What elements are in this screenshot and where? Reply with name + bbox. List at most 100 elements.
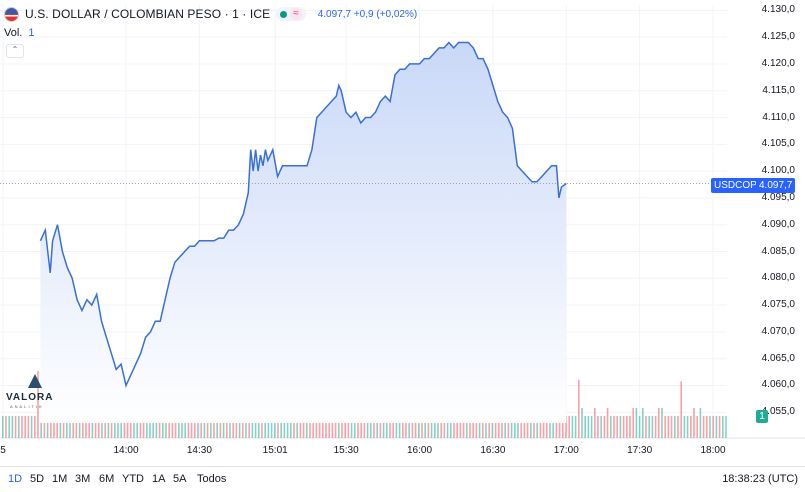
volume-bar: [677, 416, 679, 438]
volume-bar: [184, 416, 186, 438]
volume-bar: [459, 416, 462, 438]
volume-bar: [370, 416, 372, 438]
volume-bar: [680, 381, 682, 438]
range-button-3m[interactable]: 3M: [75, 473, 91, 485]
volume-bar: [542, 416, 545, 438]
volume-bar: [613, 416, 615, 438]
volume-bar: [126, 416, 129, 438]
volume-bar: [546, 416, 548, 438]
volume-bar: [648, 416, 650, 438]
x-tick-label: 18:00: [700, 445, 726, 456]
volume-bar: [402, 416, 404, 438]
volume-bar: [539, 416, 542, 438]
volume-bar: [510, 416, 513, 438]
y-tick-label: 4.105,0: [761, 138, 795, 150]
volume-bar: [315, 416, 318, 438]
volume-bar: [610, 416, 612, 438]
volume-bar: [405, 416, 407, 438]
volume-bar: [485, 416, 487, 438]
volume-bar: [152, 416, 154, 438]
volume-bar: [392, 416, 394, 438]
bottom-toolbar: 1D 5D 1M 3M 6M YTD 1A 5A Todos 18:38:23 (UTC): [0, 466, 805, 492]
volume-bar: [395, 416, 398, 438]
volume-bar: [715, 416, 718, 438]
y-tick-label: 4.055,0: [761, 406, 795, 418]
volume-bar: [437, 416, 439, 438]
volume-bar: [482, 416, 484, 438]
volume-bar: [75, 416, 78, 438]
volume-bar: [414, 416, 417, 438]
volume-label: Vol.: [4, 27, 23, 39]
volume-bar: [206, 416, 209, 438]
volume-bar: [629, 416, 631, 438]
range-button-5d[interactable]: 5D: [30, 473, 45, 485]
volume-bar: [318, 416, 321, 438]
volume-bar: [251, 416, 254, 438]
volume-bar: [520, 416, 522, 438]
volume-bar: [674, 416, 676, 438]
price-line: [39, 41, 567, 388]
symbol-title[interactable]: U.S. DOLLAR / COLOMBIAN PESO · 1 · ICE: [25, 7, 271, 21]
clock[interactable]: 18:38:23 (UTC): [722, 473, 798, 485]
volume-bar: [338, 416, 340, 438]
volume-bar: [190, 416, 193, 438]
volume-bar: [302, 416, 305, 438]
wave-icon: ≈: [290, 8, 302, 20]
volume-bar: [110, 416, 113, 438]
range-button-1d[interactable]: 1D: [8, 473, 23, 485]
volume-bar: [440, 416, 442, 438]
volume-bar: [693, 408, 695, 438]
volume-bar: [638, 416, 641, 438]
volume-bar: [594, 408, 596, 438]
volume-bar: [533, 416, 535, 438]
volume-bar: [309, 416, 311, 438]
volume-bar: [664, 416, 666, 438]
chevron-up-icon[interactable]: ⌃: [6, 44, 24, 58]
x-tick-label: 16:00: [406, 445, 433, 456]
volume-bar: [722, 416, 724, 438]
volume-bar: [619, 416, 622, 438]
volume-bar: [203, 416, 206, 438]
range-button-1a[interactable]: 1A: [152, 473, 166, 485]
volume-bar: [62, 416, 65, 438]
volume-bar: [635, 408, 638, 438]
volume-bar: [331, 416, 334, 438]
indicator-pill[interactable]: ≈: [276, 7, 306, 21]
volume-bar: [702, 416, 705, 438]
range-button-6m[interactable]: 6M: [99, 473, 115, 485]
volume-bar: [504, 416, 506, 438]
y-tick-label: 4.070,0: [761, 325, 795, 337]
range-button-1m[interactable]: 1M: [52, 473, 68, 485]
volume-bar: [162, 416, 164, 438]
volume-bar: [133, 416, 135, 438]
volume-bar: [354, 416, 356, 438]
volume-bar: [178, 416, 180, 438]
volume-bar: [238, 416, 241, 438]
last-price-tag: 4.097,7: [756, 178, 796, 193]
volume-bar: [296, 416, 298, 438]
price-area-fill: [40, 42, 567, 423]
volume-bar: [600, 416, 602, 438]
volume-bar: [254, 416, 257, 438]
volume-bar: [69, 416, 71, 438]
volume-bar: [21, 416, 23, 438]
volume-bar: [469, 416, 471, 438]
volume-bar: [130, 416, 132, 438]
volume-bar: [5, 416, 7, 438]
volume-bar: [82, 416, 84, 438]
range-button-todos[interactable]: Todos: [197, 473, 227, 485]
volume-bar: [558, 416, 561, 438]
volume-bar: [270, 416, 273, 438]
range-button-5a[interactable]: 5A: [173, 473, 187, 485]
volume-bar: [462, 416, 465, 438]
price-chart[interactable]: [0, 0, 805, 466]
volume-bar: [382, 416, 385, 438]
symbol-header[interactable]: U.S. DOLLAR / COLOMBIAN PESO · 1 · ICE ≈…: [4, 6, 417, 22]
volume-bar: [277, 416, 279, 438]
range-button-ytd[interactable]: YTD: [122, 473, 144, 485]
volume-bar: [232, 416, 234, 438]
volume-bar: [174, 416, 177, 438]
volume-bar: [424, 416, 426, 438]
volume-legend[interactable]: Vol. 1: [4, 27, 34, 39]
volume-bar: [667, 416, 670, 438]
